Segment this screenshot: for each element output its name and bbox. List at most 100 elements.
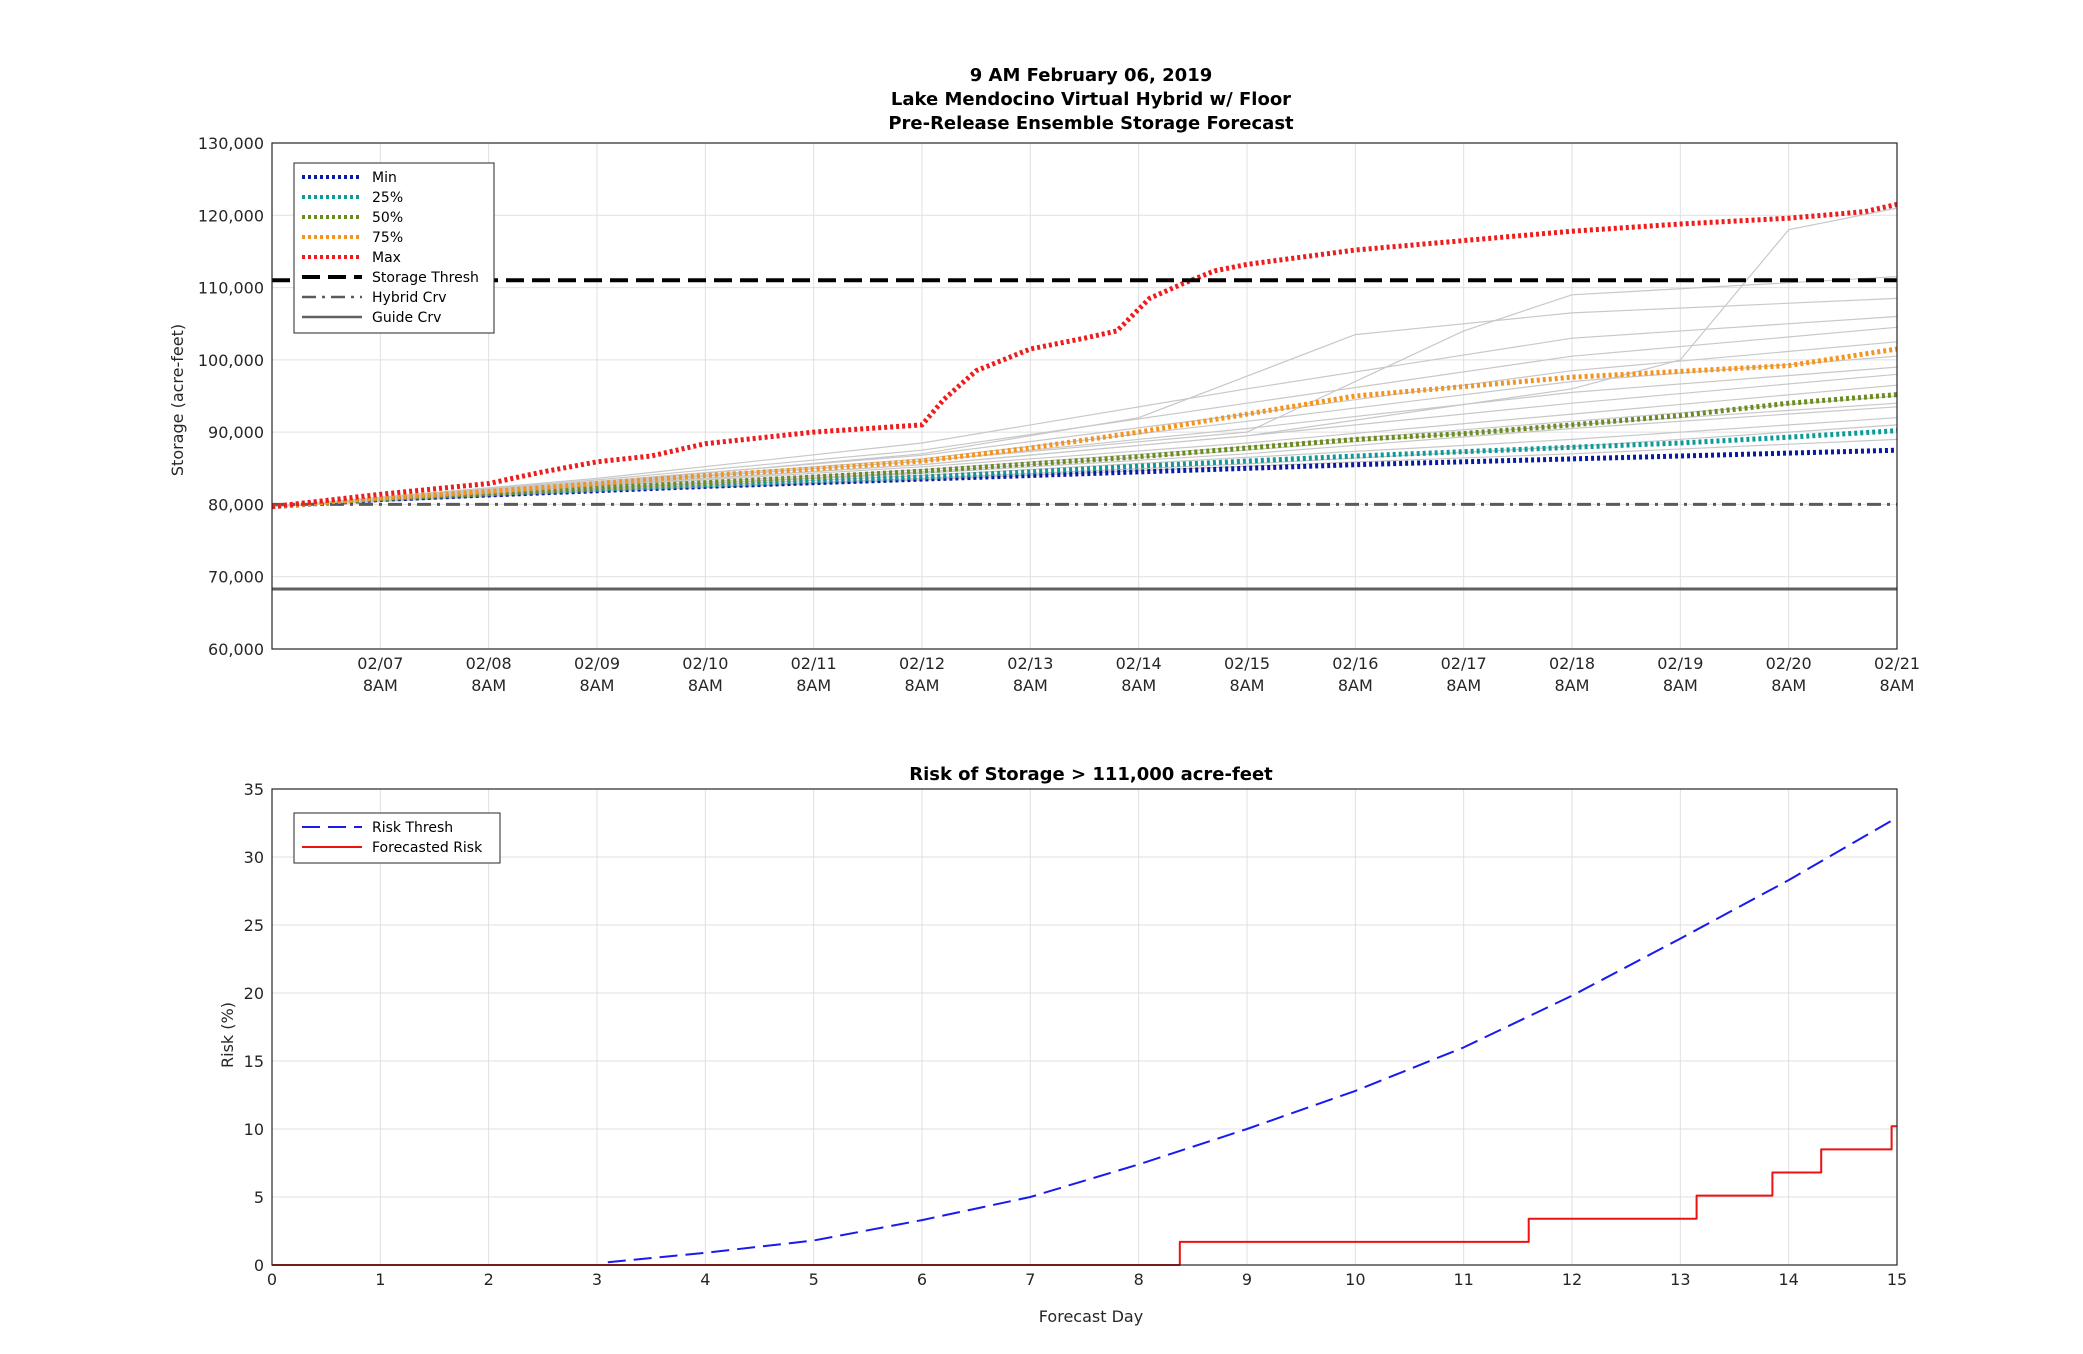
chart2-legend-box xyxy=(293,812,501,864)
ensemble-member-line xyxy=(271,315,1898,508)
chart1-ytick-label: 110,000 xyxy=(198,279,264,298)
chart1-xtick-time: 8AM xyxy=(1121,676,1156,695)
chart1-xtick-date: 02/09 xyxy=(574,654,620,673)
chart2-xtick-label: 7 xyxy=(1025,1270,1035,1289)
chart2-xtick-label: 4 xyxy=(700,1270,710,1289)
chart1-line-75- xyxy=(271,346,1898,510)
ensemble-member-line xyxy=(271,276,1898,508)
chart1-legend-label-25-: 25% xyxy=(372,190,403,206)
chart1-xtick-date: 02/08 xyxy=(466,654,512,673)
chart2-xtick-label: 11 xyxy=(1453,1270,1473,1289)
chart1-y-ticks: 60,000 70,000 80,000 90,000 100,000 110,000 12… xyxy=(198,134,264,659)
chart2-xtick-label: 8 xyxy=(1134,1270,1144,1289)
chart2-ytick-label: 10 xyxy=(244,1120,264,1139)
chart1-xtick-time: 8AM xyxy=(580,676,615,695)
ensemble-member-line xyxy=(271,326,1898,508)
chart1-xtick-time: 8AM xyxy=(1338,676,1373,695)
chart2-xtick-label: 10 xyxy=(1345,1270,1365,1289)
chart1-ytick-label: 100,000 xyxy=(198,351,264,370)
chart1-xtick-time: 8AM xyxy=(905,676,940,695)
chart1-line-max xyxy=(271,201,1898,510)
chart1-legend-label-min: Min xyxy=(372,170,397,186)
chart2-xtick-label: 5 xyxy=(809,1270,819,1289)
ensemble-member-line xyxy=(271,207,1898,508)
chart1-xtick-time: 8AM xyxy=(1446,676,1481,695)
chart1-xtick-date: 02/07 xyxy=(357,654,403,673)
chart2-xtick-label: 9 xyxy=(1242,1270,1252,1289)
chart2-axes-box xyxy=(271,788,1898,1266)
chart1-legend-box xyxy=(293,162,495,334)
chart2-xtick-label: 13 xyxy=(1670,1270,1690,1289)
chart1-xtick-time: 8AM xyxy=(796,676,831,695)
chart1-ytick-label: 90,000 xyxy=(208,423,264,442)
chart1-ensemble-members xyxy=(271,207,1898,508)
chart1-legend-label-50-: 50% xyxy=(372,210,403,226)
chart2-ytick-label: 15 xyxy=(244,1052,264,1071)
chart2-ytick-label: 35 xyxy=(244,780,264,799)
chart2-line-risk-thresh xyxy=(607,816,1898,1264)
chart1-ylabel: Storage (acre-feet) xyxy=(168,324,187,476)
chart1-xtick-time: 8AM xyxy=(1771,676,1806,695)
chart2-xtick-label: 15 xyxy=(1887,1270,1907,1289)
chart1-xtick-date: 02/15 xyxy=(1224,654,1270,673)
chart1-xtick-time: 8AM xyxy=(688,676,723,695)
chart2-ytick-label: 25 xyxy=(244,916,264,935)
chart1-legend: Min 25% 50% 75% Max Storage Thresh Hybrid Crv G… xyxy=(293,162,495,334)
chart2-ytick-label: 0 xyxy=(254,1256,264,1275)
chart1-xtick-time: 8AM xyxy=(471,676,506,695)
chart2-xtick-label: 3 xyxy=(592,1270,602,1289)
chart1-xtick-date: 02/18 xyxy=(1549,654,1595,673)
storage-forecast-chart: 9 AM February 06, 2019 Lake Mendocino Vi… xyxy=(168,65,1920,695)
chart1-title-line3: Pre-Release Ensemble Storage Forecast xyxy=(888,113,1294,134)
chart1-xtick-date: 02/14 xyxy=(1116,654,1162,673)
chart1-xtick-date: 02/20 xyxy=(1766,654,1812,673)
chart1-axes-box xyxy=(271,142,1898,650)
chart2-legend: Risk Thresh Forecasted Risk xyxy=(293,812,501,864)
chart2-ytick-label: 20 xyxy=(244,984,264,1003)
chart1-series xyxy=(271,201,1898,591)
chart2-xlabel: Forecast Day xyxy=(1039,1307,1143,1326)
chart1-xtick-date: 02/16 xyxy=(1332,654,1378,673)
chart1-xtick-time: 8AM xyxy=(1013,676,1048,695)
chart1-ytick-label: 120,000 xyxy=(198,206,264,225)
chart1-xtick-time: 8AM xyxy=(1555,676,1590,695)
chart1-ytick-label: 130,000 xyxy=(198,134,264,153)
chart2-xtick-label: 1 xyxy=(375,1270,385,1289)
chart1-x-ticks: 02/07 8AM 02/08 8AM 02/09 8AM 02/10 8AM 02/11 8AM… xyxy=(357,654,1920,695)
chart1-title-line1: 9 AM February 06, 2019 xyxy=(970,65,1213,86)
chart1-xtick-time: 8AM xyxy=(363,676,398,695)
chart1-ytick-label: 70,000 xyxy=(208,568,264,587)
chart2-x-ticks: 0 1 2 3 4 5 6 7 8 9 10 11 12 13 14 15 xyxy=(267,1270,1907,1289)
chart2-ytick-label: 5 xyxy=(254,1188,264,1207)
chart1-legend-label-guide-crv: Guide Crv xyxy=(372,310,441,326)
chart2-series xyxy=(272,816,1898,1266)
chart1-xtick-date: 02/10 xyxy=(682,654,728,673)
chart1-xtick-time: 8AM xyxy=(1880,676,1915,695)
chart1-xtick-date: 02/13 xyxy=(1007,654,1053,673)
chart2-xtick-label: 14 xyxy=(1778,1270,1798,1289)
chart1-line-50- xyxy=(271,392,1898,510)
chart2-grid xyxy=(271,788,1898,1266)
chart1-xtick-time: 8AM xyxy=(1663,676,1698,695)
chart1-legend-label-max: Max xyxy=(372,250,401,266)
chart1-xtick-date: 02/17 xyxy=(1441,654,1487,673)
ensemble-member-line xyxy=(271,438,1898,508)
chart1-xtick-time: 8AM xyxy=(1230,676,1265,695)
chart1-xtick-date: 02/12 xyxy=(899,654,945,673)
ensemble-member-line xyxy=(271,355,1898,508)
chart2-legend-label-risk-thresh: Risk Thresh xyxy=(372,820,453,836)
chart2-title: Risk of Storage > 111,000 acre-feet xyxy=(909,764,1273,785)
chart2-line-forecasted-risk xyxy=(272,1125,1897,1266)
chart2-xtick-label: 12 xyxy=(1562,1270,1582,1289)
chart1-legend-label-hybrid-crv: Hybrid Crv xyxy=(372,290,447,306)
chart2-xtick-label: 6 xyxy=(917,1270,927,1289)
chart2-y-ticks: 0 5 10 15 20 25 30 35 xyxy=(244,780,264,1275)
chart2-xtick-label: 2 xyxy=(484,1270,494,1289)
chart2-xtick-label: 0 xyxy=(267,1270,277,1289)
chart1-ytick-label: 80,000 xyxy=(208,495,264,514)
chart1-legend-label-storage-thresh: Storage Thresh xyxy=(372,270,479,286)
chart1-xtick-date: 02/19 xyxy=(1657,654,1703,673)
chart1-ytick-label: 60,000 xyxy=(208,640,264,659)
chart1-title-line2: Lake Mendocino Virtual Hybrid w/ Floor xyxy=(891,89,1291,110)
